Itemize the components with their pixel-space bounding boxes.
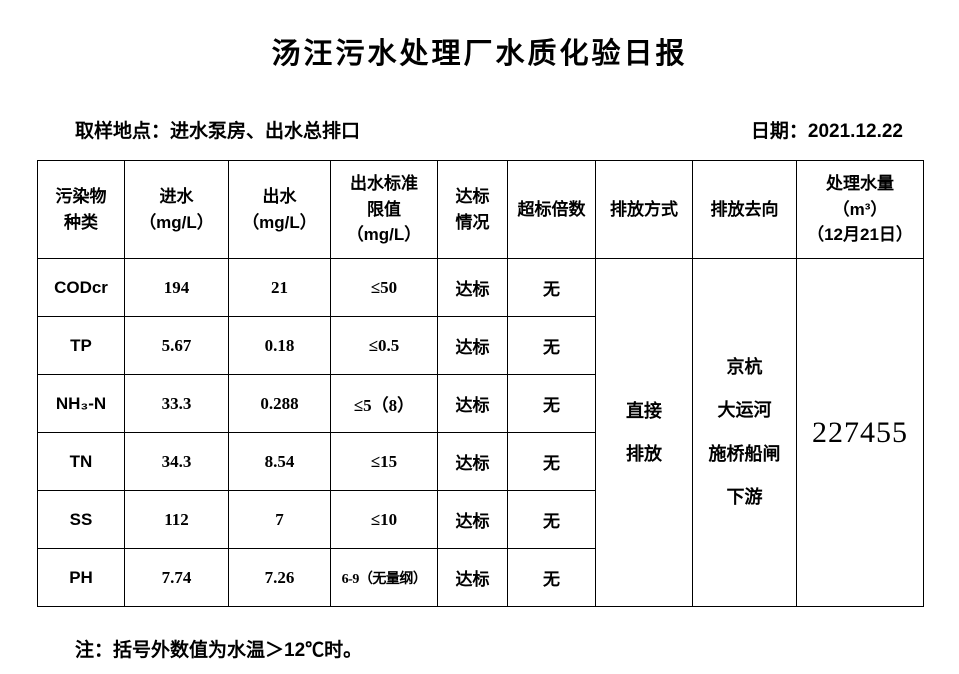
header-discharge-method: 排放方式: [595, 160, 693, 259]
limit-value: ≤10: [330, 490, 438, 549]
table-header-row: 污染物 种类 进水 （mg/L） 出水 （mg/L） 出水标准 限值 （mg/L…: [37, 160, 924, 259]
effluent-value: 8.54: [228, 432, 331, 491]
exceedance-value: 无: [507, 316, 596, 375]
effluent-value: 21: [228, 258, 331, 317]
treated-water-volume-cell: 227455: [796, 258, 924, 607]
table-row-nh3n: NH₃-N 33.3 0.288 ≤5（8） 达标 无: [37, 374, 924, 433]
header-effluent-limit: 出水标准 限值 （mg/L）: [330, 160, 438, 259]
status-value: 达标: [437, 258, 508, 317]
effluent-value: 7: [228, 490, 331, 549]
footnote: 注：括号外数值为水温＞12℃时。: [75, 640, 363, 661]
header-exceedance-multiple: 超标倍数: [507, 160, 596, 259]
table-row-tn: TN 34.3 8.54 ≤15 达标 无: [37, 432, 924, 491]
limit-value: ≤15: [330, 432, 438, 491]
effluent-value: 7.26: [228, 548, 331, 607]
pollutant-name: TN: [37, 432, 125, 491]
header-pollutant-type: 污染物 种类: [37, 160, 125, 259]
exceedance-value: 无: [507, 374, 596, 433]
report-date-text: 日期：2021.12.22: [750, 121, 903, 142]
pollutant-name: CODcr: [37, 258, 125, 317]
effluent-value: 0.18: [228, 316, 331, 375]
exceedance-value: 无: [507, 258, 596, 317]
table-row-ph: PH 7.74 7.26 6-9（无量纲） 达标 无: [37, 548, 924, 607]
header-treated-water-volume: 处理水量 （m³） （12月21日）: [796, 160, 924, 259]
influent-value: 7.74: [124, 548, 229, 607]
table-row-ss: SS 112 7 ≤10 达标 无: [37, 490, 924, 549]
status-value: 达标: [437, 490, 508, 549]
influent-value: 112: [124, 490, 229, 549]
discharge-destination-cell: 京杭 大运河 施桥船闸 下游: [692, 258, 797, 607]
status-value: 达标: [437, 548, 508, 607]
report-page: 汤汪污水处理厂水质化验日报 取样地点：进水泵房、出水总排口 日期：2021.12…: [0, 30, 959, 674]
limit-value: 6-9（无量纲）: [330, 548, 438, 607]
pollutant-name: NH₃-N: [37, 374, 125, 433]
exceedance-value: 无: [507, 548, 596, 607]
status-value: 达标: [437, 316, 508, 375]
exceedance-value: 无: [507, 432, 596, 491]
limit-value: ≤5（8）: [330, 374, 438, 433]
header-discharge-destination: 排放去向: [692, 160, 797, 259]
status-value: 达标: [437, 432, 508, 491]
influent-value: 194: [124, 258, 229, 317]
influent-value: 34.3: [124, 432, 229, 491]
influent-value: 33.3: [124, 374, 229, 433]
influent-value: 5.67: [124, 316, 229, 375]
table-row-codcr: CODcr 194 21 ≤50 达标 无 直接 排放 京杭 大运河 施桥船闸 …: [37, 258, 924, 607]
exceedance-value: 无: [507, 490, 596, 549]
water-quality-table: 污染物 种类 进水 （mg/L） 出水 （mg/L） 出水标准 限值 （mg/L…: [37, 160, 924, 607]
discharge-method-cell: 直接 排放: [595, 258, 693, 607]
limit-value: ≤0.5: [330, 316, 438, 375]
meta-row: 取样地点：进水泵房、出水总排口 日期：2021.12.22: [75, 116, 903, 143]
pollutant-name: SS: [37, 490, 125, 549]
page-title: 汤汪污水处理厂水质化验日报: [271, 38, 688, 70]
pollutant-name: PH: [37, 548, 125, 607]
header-influent: 进水 （mg/L）: [124, 160, 229, 259]
header-effluent: 出水 （mg/L）: [228, 160, 331, 259]
sampling-point-text: 取样地点：进水泵房、出水总排口: [75, 121, 361, 142]
effluent-value: 0.288: [228, 374, 331, 433]
status-value: 达标: [437, 374, 508, 433]
pollutant-name: TP: [37, 316, 125, 375]
table-row-tp: TP 5.67 0.18 ≤0.5 达标 无: [37, 316, 924, 375]
header-compliance-status: 达标 情况: [437, 160, 508, 259]
limit-value: ≤50: [330, 258, 438, 317]
